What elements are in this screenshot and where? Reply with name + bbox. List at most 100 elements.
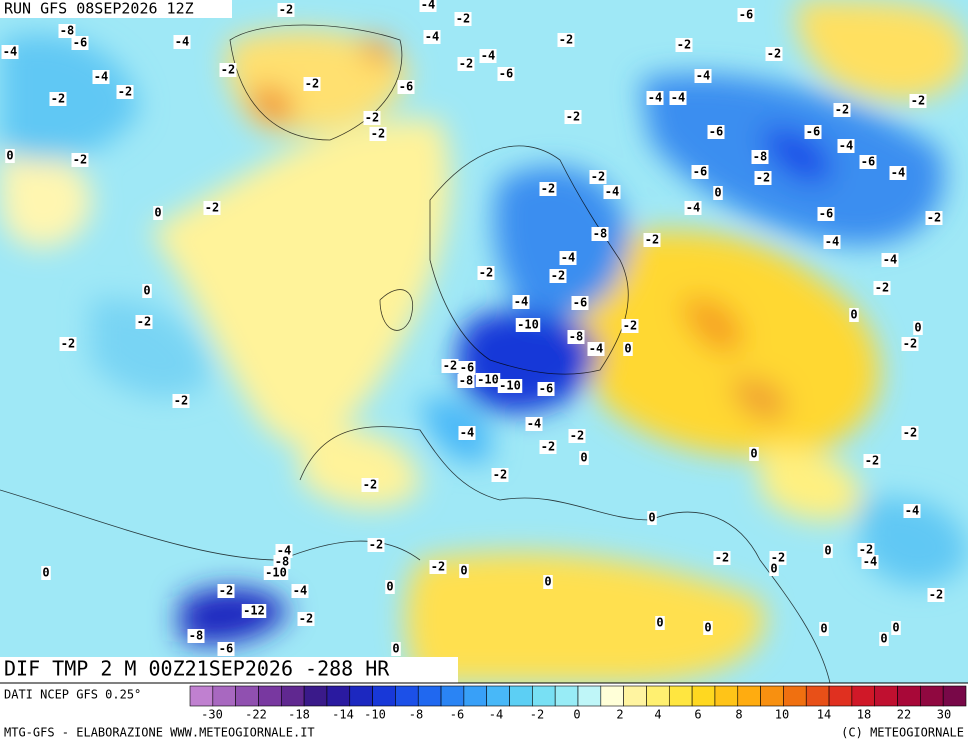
contour-label-bg [621,319,639,333]
contour-label: -4 [671,91,685,105]
legend-swatch [509,685,533,707]
contour-label-bg [549,269,567,283]
contour-label: -2 [365,111,379,125]
contour-label-bg [603,185,621,199]
contour-label-bg [817,207,835,221]
contour-label-bg [655,616,665,630]
contour-label-bg [497,379,523,393]
contour-label: -4 [481,49,495,63]
contour-label: -2 [221,63,235,77]
legend-tick-label: 14 [817,708,831,722]
contour-label-bg [241,604,267,618]
contour-label: -2 [443,359,457,373]
contour-label-bg [419,0,437,12]
legend-swatch [554,685,579,707]
contour-label: -2 [51,92,65,106]
contour-label: -2 [865,454,879,468]
contour-label: -2 [137,315,151,329]
contour-label: -6 [219,642,233,656]
contour-label: -6 [861,155,875,169]
legend-swatch [920,685,944,707]
legend-swatch [189,685,214,707]
contour-label: -2 [767,47,781,61]
contour-label: -4 [589,342,603,356]
contour-label-bg [203,201,221,215]
contour-label: -2 [459,57,473,71]
contour-label-bg [925,211,943,225]
contour-label-bg [1,45,19,59]
contour-label-bg [539,440,557,454]
legend-tick-label: 30 [937,708,951,722]
contour-label: -4 [293,584,307,598]
contour-label: -2 [551,269,565,283]
contour-label-bg [459,564,469,578]
contour-label: 0 [580,451,587,465]
contour-label: 0 [460,564,467,578]
legend-swatch [372,685,396,707]
contour-label-bg [515,318,541,332]
contour-label-bg [187,629,205,643]
contour-label: -4 [905,504,919,518]
contour-label-bg [92,70,110,84]
contour-label: -4 [421,0,435,12]
contour-label-bg [458,361,476,375]
legend-tick-label: -4 [489,708,503,722]
contour-label: 0 [892,621,899,635]
contour-label-bg [751,150,769,164]
contour-label: -2 [431,560,445,574]
legend-swatch [600,685,624,707]
contour-label: -2 [299,612,313,626]
contour-label: 0 [386,580,393,594]
contour-label-bg [819,622,829,636]
contour-label: -2 [645,233,659,247]
contour-label-bg [385,580,395,594]
contour-label-bg [823,235,841,249]
contour-label-bg [754,171,772,185]
contour-label-bg [219,63,237,77]
legend-swatch [828,685,853,707]
legend-swatch [737,685,761,707]
contour-label-bg [857,543,875,557]
contour-label-bg [647,511,657,525]
contour-label-bg [557,33,575,47]
contour-label-bg [361,478,379,492]
legend-swatch [646,685,670,707]
contour-label-bg [217,584,235,598]
contour-label: -2 [205,201,219,215]
legend-swatch [760,685,784,707]
contour-label-bg [423,30,441,44]
contour-label: 0 [714,186,721,200]
legend-tick-label: 4 [654,708,661,722]
contour-label-bg [669,91,687,105]
map-field: -2 -4-2 -6-8-6 -4 -4 -2 -2-2-4-2-4 -2-2-4-6-6-4… [0,0,968,683]
contour-label: -6 [739,8,753,22]
contour-label-bg [429,560,447,574]
contour-label-bg [737,8,755,22]
contour-label-bg [861,555,879,569]
legend-swatch [463,685,488,707]
field-label: DIF TMP 2 M 00Z21SEP2026 -288 HR [4,657,390,681]
contour-label-bg [691,165,709,179]
contour-label-bg [58,24,76,38]
contour-label-bg [769,562,779,576]
legend-swatch [235,685,259,707]
contour-label: 0 [143,284,150,298]
contour-label-bg [859,155,877,169]
contour-label: -8 [189,629,203,643]
legend-swatch [440,685,465,707]
contour-label-bg [457,374,475,388]
contour-label: 0 [656,616,663,630]
legend-tick-label: 18 [857,708,871,722]
contour-label-bg [441,359,459,373]
contour-label: -2 [771,551,785,565]
contour-label-bg [363,111,381,125]
contour-label: -2 [903,337,917,351]
contour-label: -12 [243,604,265,618]
contour-label-bg [903,504,921,518]
contour-label-bg [703,621,713,635]
legend-swatch [623,685,647,707]
contour-label-bg [135,315,153,329]
contour-label: -6 [499,67,513,81]
contour-label-bg [291,584,309,598]
contour-label: -2 [369,538,383,552]
